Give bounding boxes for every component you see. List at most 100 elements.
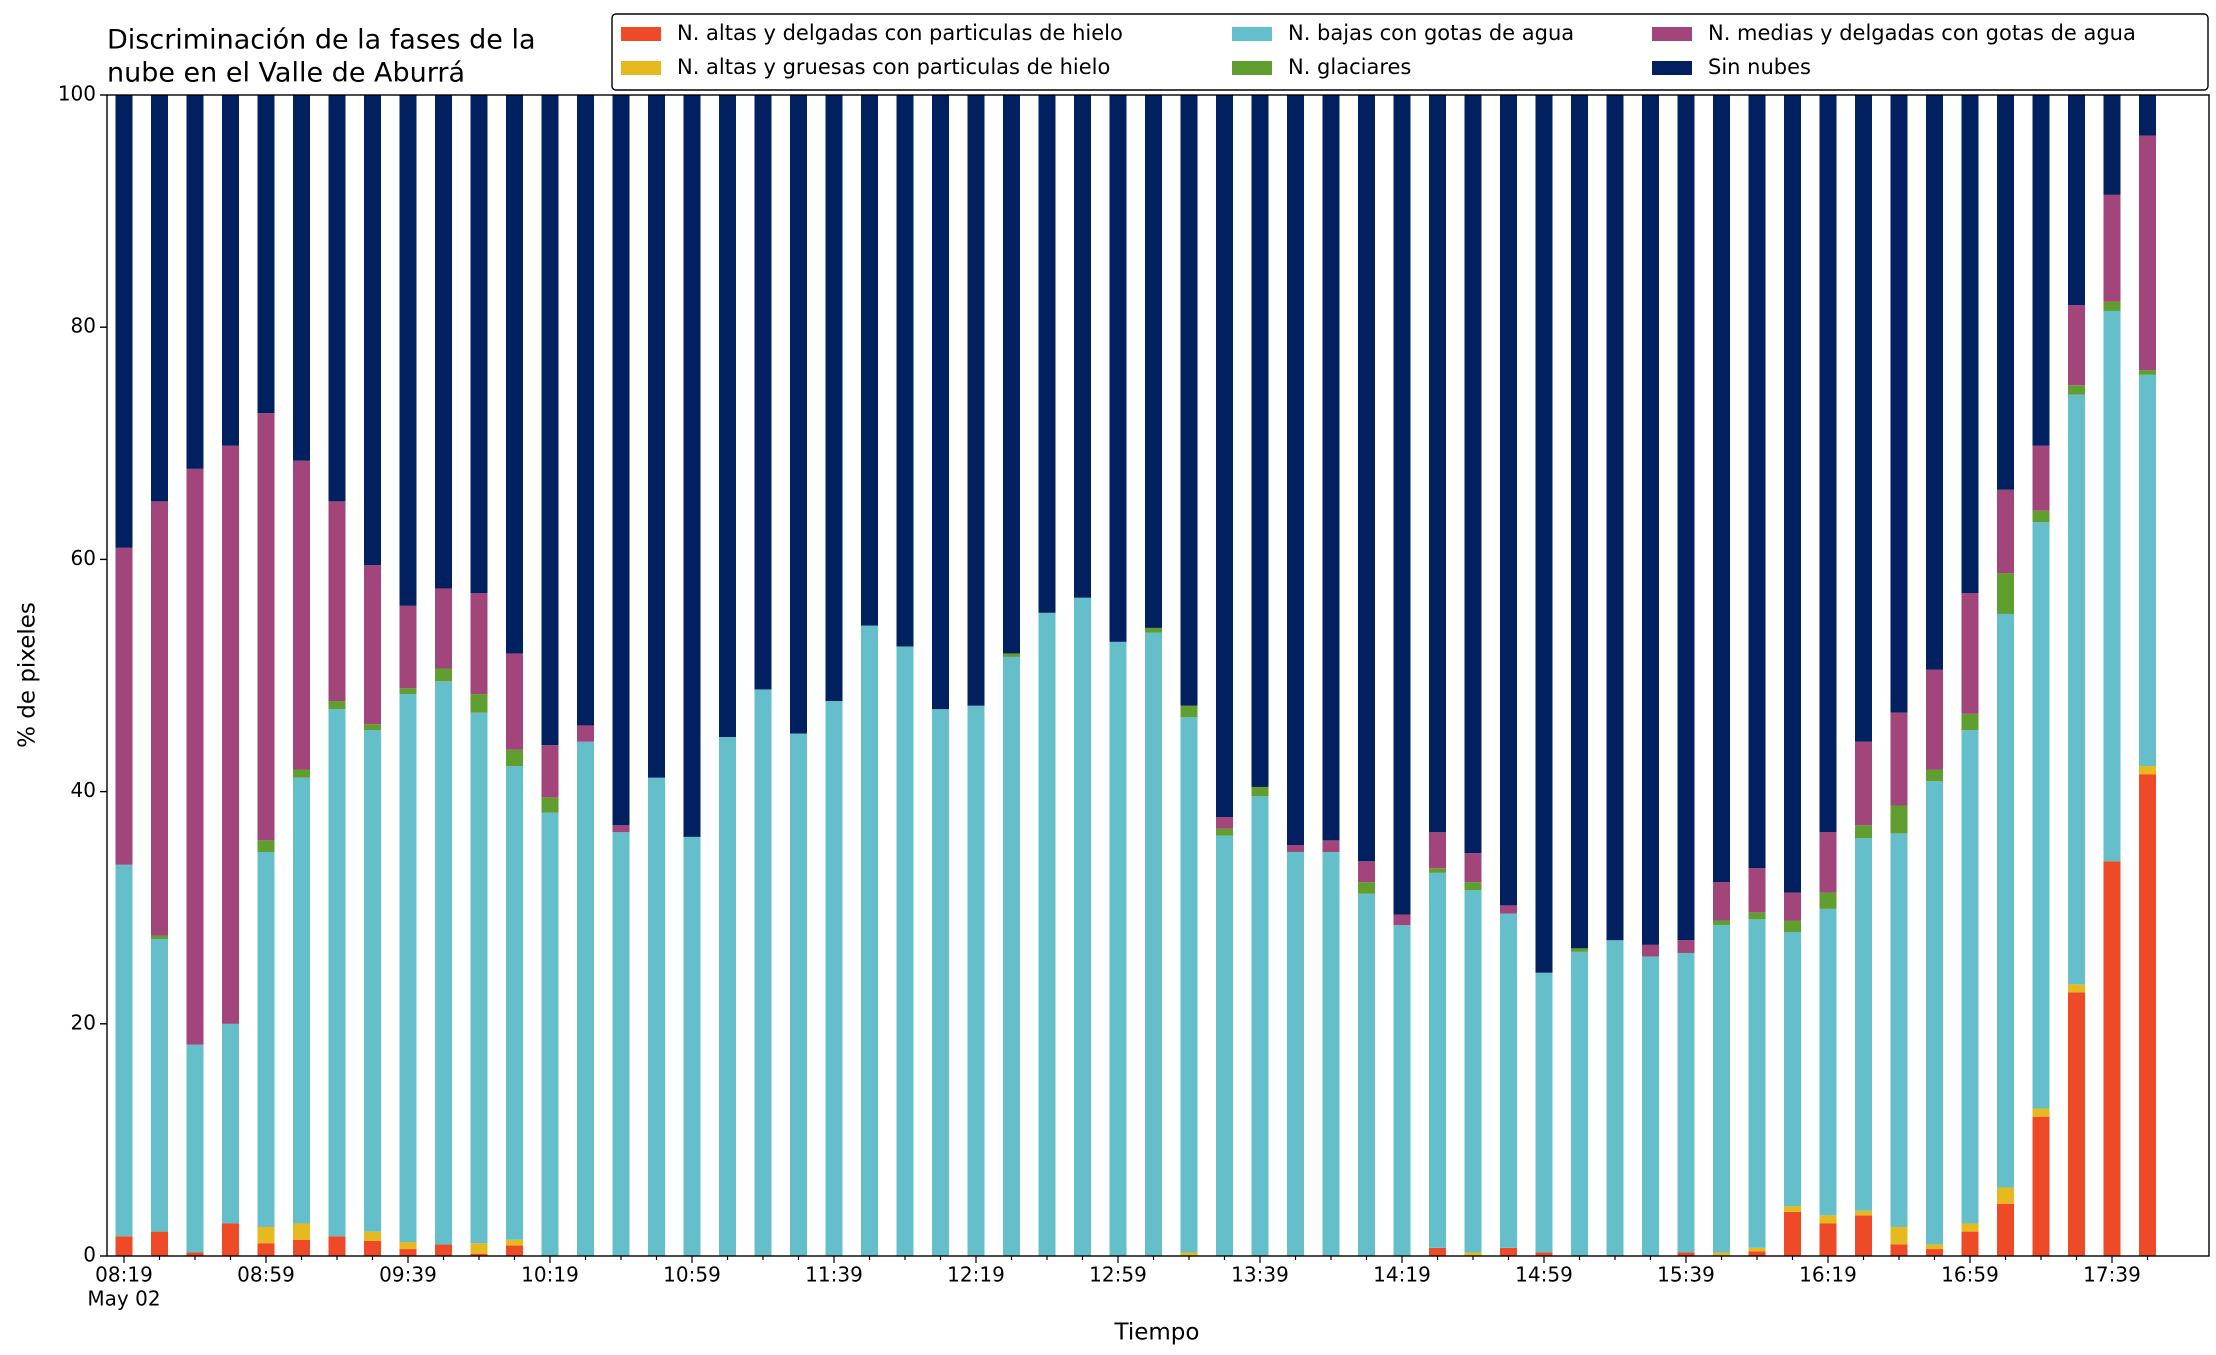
bar-segment: [1784, 95, 1801, 893]
bar-segment: [151, 939, 168, 1232]
legend-swatch: [1652, 27, 1692, 41]
bar-segment: [1322, 95, 1340, 841]
bar-segment: [2103, 861, 2121, 1256]
bar-segment: [222, 95, 239, 446]
bar-segment: [186, 1044, 204, 1253]
x-tick-label: 14:19: [1373, 1263, 1431, 1287]
bar-segment: [2032, 95, 2050, 446]
bar-segment: [1926, 781, 1943, 1245]
bar-segment: [1180, 95, 1198, 706]
bar-segment: [435, 681, 452, 1245]
bar-segment: [1358, 861, 1375, 883]
bar-segment: [1784, 1206, 1801, 1212]
bar-segment: [1464, 95, 1482, 854]
x-tick-label: 13:39: [1231, 1263, 1289, 1287]
bar-segment: [2032, 445, 2050, 511]
bar-segment: [1961, 730, 1979, 1224]
chart-title: nube en el Valle de Aburrá: [107, 58, 465, 89]
bar-segment: [293, 95, 310, 461]
bar-segment: [1074, 95, 1091, 598]
bar-segment: [1642, 944, 1659, 957]
bar-segment: [1003, 656, 1020, 1256]
legend-swatch: [621, 27, 661, 41]
bar-segment: [1606, 940, 1624, 1256]
bar-segment: [115, 1236, 133, 1256]
bar-segment: [1571, 951, 1588, 1256]
bar-segment: [2139, 135, 2156, 371]
x-tick-label: 14:59: [1515, 1263, 1573, 1287]
bar-segment: [293, 1239, 310, 1256]
bar-segment: [2139, 370, 2156, 375]
bar-segment: [1713, 1252, 1730, 1256]
bar-segment: [435, 588, 452, 669]
bar-segment: [364, 1231, 381, 1241]
bar-segment: [2032, 510, 2050, 523]
bar-segment: [257, 1243, 275, 1256]
bar-segment: [1784, 920, 1801, 933]
bar-segment: [1287, 851, 1304, 1256]
bar-segment: [1109, 641, 1127, 1256]
bar-segment: [1784, 932, 1801, 1207]
bar-segment: [1997, 613, 2014, 1188]
bar-segment: [399, 605, 417, 689]
y-tick-label: 80: [71, 314, 96, 338]
bar-segment: [2032, 1108, 2050, 1117]
bar-segment: [257, 851, 275, 1227]
bar-segment: [754, 689, 772, 1256]
bar-segment: [1819, 95, 1837, 833]
legend-swatch: [621, 61, 661, 75]
bar-segment: [1180, 1252, 1198, 1256]
bar-segment: [470, 593, 488, 695]
legend-label: N. glaciares: [1288, 55, 1411, 79]
bar-segment: [2068, 305, 2085, 386]
bar-segment: [328, 95, 346, 502]
plot-frame: [106, 94, 2210, 1257]
bar-segment: [151, 501, 168, 936]
bar-segment: [1429, 1247, 1446, 1256]
bar-segment: [861, 625, 878, 1256]
bar-segment: [2103, 95, 2121, 195]
bar-segment: [790, 95, 807, 734]
x-tick-label: 15:39: [1657, 1263, 1715, 1287]
bar-segment: [1571, 95, 1588, 949]
bar-segment: [257, 413, 275, 841]
bar-segment: [1216, 95, 1233, 818]
bar-segment: [1713, 882, 1730, 921]
bar-segment: [1961, 713, 1979, 731]
bar-segment: [1464, 853, 1482, 883]
bar-segment: [364, 724, 381, 731]
bar-segment: [470, 1243, 488, 1254]
bar-segment: [1145, 632, 1162, 1256]
bar-segment: [1855, 741, 1872, 826]
bar-segment: [1748, 919, 1766, 1248]
bar-segment: [1748, 912, 1766, 920]
bar-segment: [577, 725, 594, 742]
bar-segment: [1429, 832, 1446, 869]
bar-segment: [1997, 489, 2014, 574]
bar-segment: [719, 737, 736, 1256]
bar-segment: [1784, 1211, 1801, 1256]
bar-segment: [1890, 712, 1908, 806]
x-tick-label: 12:19: [947, 1263, 1005, 1287]
bar-segment: [1961, 1223, 1979, 1232]
legend-swatch: [1232, 61, 1272, 75]
bar-segment: [293, 460, 310, 770]
bar-segment: [1997, 95, 2014, 490]
bar-segment: [2068, 984, 2085, 993]
bar-segment: [648, 95, 665, 778]
bar-segment: [1926, 1244, 1943, 1250]
bar-segment: [932, 95, 949, 710]
legend-label: Sin nubes: [1708, 55, 1811, 79]
x-tick-label: 08:59: [237, 1263, 295, 1287]
bar-segment: [790, 733, 807, 1256]
bar-segment: [1251, 95, 1269, 787]
bar-segment: [1855, 825, 1872, 839]
bar-segment: [1216, 828, 1233, 836]
x-tick-label: 09:39: [379, 1263, 437, 1287]
bar-segment: [1003, 95, 1020, 654]
bar-segment: [1358, 95, 1375, 862]
bar-segment: [2068, 394, 2085, 985]
bar-segment: [1145, 95, 1162, 628]
bar-segment: [186, 468, 204, 1045]
